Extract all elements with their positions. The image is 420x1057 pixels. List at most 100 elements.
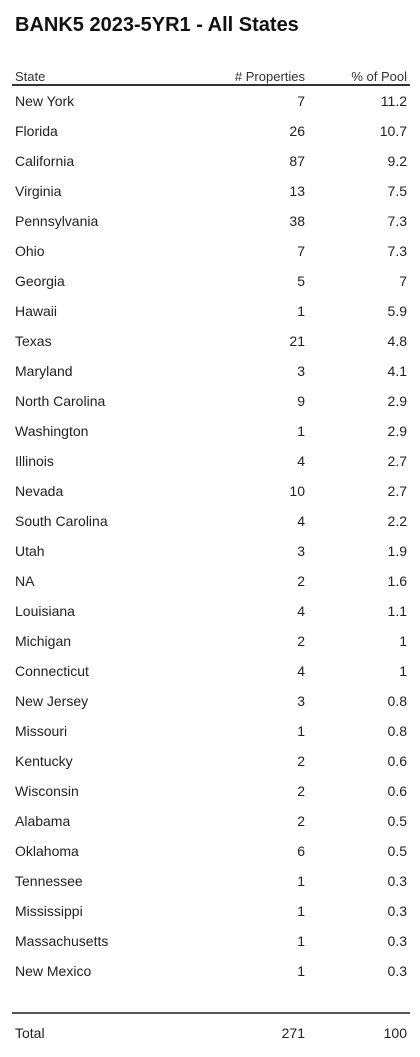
table-row: Georgia 5 7	[12, 266, 410, 296]
state-cell: Kentucky	[15, 753, 73, 769]
state-cell: Texas	[15, 333, 52, 349]
pool-cell: 1	[399, 633, 407, 649]
total-row: Total 271 100	[12, 1012, 410, 1052]
table-row: New York 7 11.2	[12, 85, 410, 116]
properties-cell: 4	[297, 603, 305, 619]
pool-cell: 7.3	[387, 243, 407, 259]
properties-cell: 2	[297, 573, 305, 589]
state-cell: New York	[15, 93, 75, 109]
properties-cell: 4	[297, 453, 305, 469]
table-row: Nevada 10 2.7	[12, 476, 410, 506]
table-row: Texas 21 4.8	[12, 326, 410, 356]
state-cell: Missouri	[15, 723, 68, 739]
table-row: Utah 3 1.9	[12, 536, 410, 566]
table-row: South Carolina 4 2.2	[12, 506, 410, 536]
state-cell: California	[15, 153, 75, 169]
table-row: Pennsylvania 38 7.3	[12, 206, 410, 236]
properties-cell: 10	[289, 483, 305, 499]
table-row: Virginia 13 7.5	[12, 176, 410, 206]
table-row: Florida 26 10.7	[12, 116, 410, 146]
properties-cell: 2	[297, 633, 305, 649]
table-row: Washington 1 2.9	[12, 416, 410, 446]
table-row: Maryland 3 4.1	[12, 356, 410, 386]
pool-cell: 2.7	[387, 453, 407, 469]
properties-cell: 3	[297, 543, 305, 559]
properties-cell: 7	[297, 93, 305, 109]
table-row: California 87 9.2	[12, 146, 410, 176]
pool-cell: 1.9	[387, 543, 407, 559]
pool-cell: 5.9	[387, 303, 407, 319]
table-row: Ohio 7 7.3	[12, 236, 410, 266]
state-cell: Oklahoma	[15, 843, 79, 859]
pool-cell: 7.5	[387, 183, 407, 199]
state-cell: Tennessee	[15, 873, 83, 889]
state-cell: Massachusetts	[15, 933, 109, 949]
state-cell: New Jersey	[15, 693, 89, 709]
state-cell: Georgia	[15, 273, 65, 289]
table-row: North Carolina 9 2.9	[12, 386, 410, 416]
column-header-state: State	[12, 63, 212, 86]
properties-cell: 2	[297, 813, 305, 829]
table-row: Wisconsin 2 0.6	[12, 776, 410, 806]
properties-cell: 3	[297, 363, 305, 379]
pool-cell: 11.2	[380, 93, 407, 109]
spacer-cell	[12, 986, 410, 1013]
table-body: New York 7 11.2 Florida 26 10.7 California 87 9.…	[12, 85, 410, 1052]
pool-cell: 2.7	[387, 483, 407, 499]
properties-cell: 4	[297, 513, 305, 529]
pool-cell: 0.3	[387, 873, 407, 889]
state-cell: Michigan	[15, 633, 72, 649]
table-row: Missouri 1 0.8	[12, 716, 410, 746]
state-cell: Louisiana	[15, 603, 75, 619]
properties-cell: 26	[289, 123, 305, 139]
properties-cell: 1	[297, 723, 305, 739]
properties-cell: 2	[297, 783, 305, 799]
state-cell: Alabama	[15, 813, 71, 829]
table-row: Oklahoma 6 0.5	[12, 836, 410, 866]
pool-cell: 0.8	[387, 693, 407, 709]
pool-cell: 2.9	[387, 393, 407, 409]
state-cell: Illinois	[15, 453, 54, 469]
state-cell: Maryland	[15, 363, 73, 379]
properties-cell: 1	[297, 303, 305, 319]
pool-cell: 0.3	[387, 933, 407, 949]
pool-cell: 0.6	[387, 783, 407, 799]
properties-cell: 3	[297, 693, 305, 709]
state-cell: New Mexico	[15, 963, 92, 979]
state-cell: Virginia	[15, 183, 62, 199]
state-cell: Ohio	[15, 243, 45, 259]
properties-cell: 7	[297, 243, 305, 259]
total-pool-cell: 100	[308, 1012, 410, 1052]
table-row: Mississippi 1 0.3	[12, 896, 410, 926]
table-row: New Jersey 3 0.8	[12, 686, 410, 716]
pool-cell: 0.3	[387, 963, 407, 979]
pool-cell: 0.5	[387, 843, 407, 859]
properties-cell: 87	[289, 153, 305, 169]
pool-cell: 1.1	[387, 603, 407, 619]
table-row: Illinois 4 2.7	[12, 446, 410, 476]
state-cell: North Carolina	[15, 393, 106, 409]
properties-cell: 1	[297, 873, 305, 889]
state-cell: Connecticut	[15, 663, 89, 679]
properties-cell: 5	[297, 273, 305, 289]
states-table: State # Properties % of Pool New York 7 11…	[12, 63, 410, 1052]
table-row: Alabama 2 0.5	[12, 806, 410, 836]
state-cell: Wisconsin	[15, 783, 79, 799]
table-row: Michigan 2 1	[12, 626, 410, 656]
column-header-properties: # Properties	[212, 63, 308, 86]
total-properties-cell: 271	[212, 1012, 308, 1052]
table-row: New Mexico 1 0.3	[12, 956, 410, 986]
pool-cell: 0.6	[387, 753, 407, 769]
properties-cell: 38	[289, 213, 305, 229]
pool-cell: 1.6	[387, 573, 407, 589]
properties-cell: 1	[297, 933, 305, 949]
state-cell: Pennsylvania	[15, 213, 99, 229]
properties-cell: 21	[289, 333, 305, 349]
table-row: Louisiana 4 1.1	[12, 596, 410, 626]
table-row: Massachusetts 1 0.3	[12, 926, 410, 956]
state-cell: Hawaii	[15, 303, 58, 319]
table-row: Kentucky 2 0.6	[12, 746, 410, 776]
pool-cell: 0.8	[387, 723, 407, 739]
properties-cell: 6	[297, 843, 305, 859]
state-cell: Nevada	[15, 483, 64, 499]
